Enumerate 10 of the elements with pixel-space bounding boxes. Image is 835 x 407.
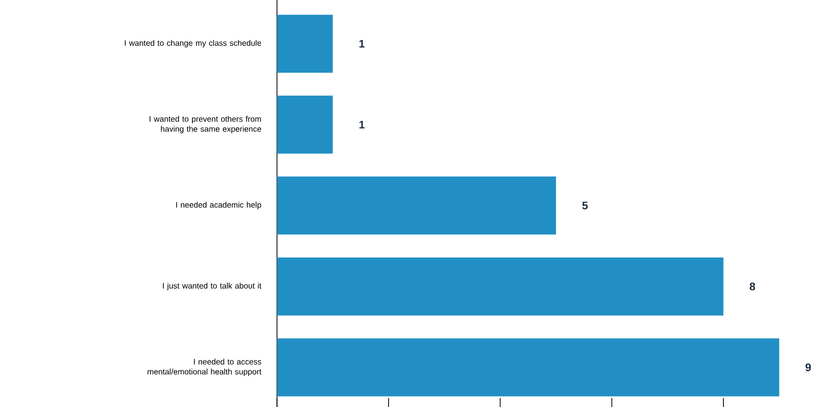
data-label: 1 [359, 40, 365, 48]
bar [276, 338, 780, 396]
data-label: 8 [750, 282, 756, 290]
bar [276, 176, 556, 235]
data-label: 9 [806, 363, 811, 372]
bar [276, 96, 333, 154]
data-label: 1 [359, 120, 365, 128]
data-label: 5 [582, 202, 588, 210]
bar [276, 14, 333, 73]
bar [276, 257, 724, 316]
